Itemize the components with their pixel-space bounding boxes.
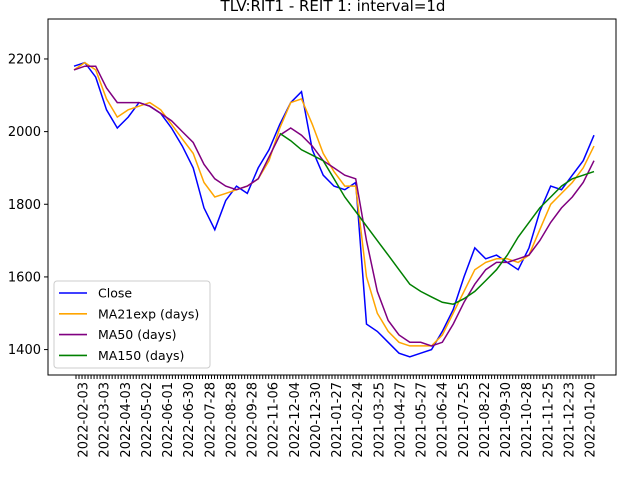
x-tick-label: 2022-05-02: [140, 382, 155, 458]
legend-label: MA50 (days): [98, 327, 176, 342]
x-tick-label: 2022-01-20: [584, 382, 599, 458]
x-tick-label: 2020-12-30: [309, 382, 324, 458]
x-tick-label: 2021-12-23: [562, 382, 577, 458]
y-tick-label: 1800: [8, 198, 41, 213]
x-tick-label: 2022-03-03: [98, 382, 113, 458]
y-axis: 1400 1600 1800 2000 2200: [8, 52, 48, 358]
x-tick-label: 2021-10-28: [520, 382, 535, 458]
x-tick-label: 2022-08-28: [224, 382, 239, 458]
x-tick-label: 2022-04-03: [119, 382, 134, 458]
x-tick-label: 2021-03-25: [372, 382, 387, 458]
x-tick-label: 2022-09-28: [246, 382, 261, 458]
y-tick-label: 2200: [8, 52, 41, 67]
x-tick-label: 2021-02-24: [351, 382, 366, 458]
y-tick-label: 2000: [8, 125, 41, 140]
x-tick-label: 2021-07-25: [457, 382, 472, 458]
legend-label: Close: [98, 286, 132, 301]
x-tick-label: 2022-07-28: [203, 382, 218, 458]
x-tick-label: 2022-06-01: [161, 382, 176, 458]
legend-label: MA150 (days): [98, 348, 184, 363]
x-tick-label: 2022-11-06: [267, 382, 282, 458]
x-tick-label: 2022-02-03: [77, 382, 92, 458]
y-tick-label: 1400: [8, 343, 41, 358]
legend-label: MA21exp (days): [98, 306, 199, 321]
legend: Close MA21exp (days) MA50 (days) MA150 (day…: [54, 281, 210, 368]
x-tick-label: 2022-06-30: [182, 382, 197, 458]
x-tick-label: 2021-11-25: [541, 382, 556, 458]
x-axis: 2022-02-03 2022-03-03 2022-04-03 2022-05-02…: [76, 375, 599, 458]
y-tick-label: 1600: [8, 270, 41, 285]
x-tick-label: 2022-12-04: [288, 382, 303, 458]
chart-title: TLV:RIT1 - REIT 1: interval=1d: [220, 0, 446, 15]
x-tick-label: 2021-04-27: [393, 382, 408, 458]
x-tick-label: 2021-01-27: [330, 382, 345, 458]
x-tick-label: 2021-08-22: [478, 382, 493, 458]
x-tick-label: 2021-06-24: [436, 382, 451, 458]
x-tick-label: 2021-05-27: [415, 382, 430, 458]
x-tick-label: 2021-09-30: [499, 382, 514, 458]
